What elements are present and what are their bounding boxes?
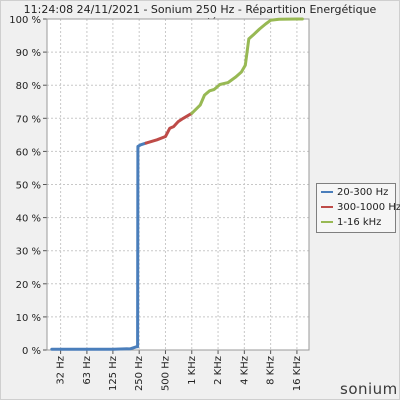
x-tick-label: 500 Hz (160, 356, 171, 391)
sonium-logo: sonium (340, 380, 398, 398)
y-tick-label: 80 % (16, 81, 41, 92)
x-tick-label: 1 KHz (187, 356, 198, 385)
chart-legend: 20-300 Hz 300-1000 Hz 1-16 kHz (316, 183, 400, 233)
x-tick-label: 63 Hz (82, 356, 93, 385)
x-tick-label: 2 KHz (213, 356, 224, 385)
legend-item-1: 20-300 Hz (321, 186, 388, 200)
legend-label-1: 20-300 Hz (337, 187, 389, 198)
y-tick-label: 90 % (16, 48, 41, 59)
y-tick-label: 0 % (22, 346, 41, 357)
x-tick-label: 250 Hz (134, 356, 145, 391)
y-tick-label: 70 % (16, 114, 41, 125)
legend-item-2: 300-1000 Hz (321, 201, 400, 215)
legend-swatch-3 (321, 221, 333, 223)
legend-item-3: 1-16 kHz (321, 216, 381, 230)
x-tick-label: 32 Hz (56, 356, 67, 385)
series-line-3 (190, 17, 304, 115)
legend-label-3: 1-16 kHz (337, 217, 382, 228)
y-tick-label: 20 % (16, 280, 41, 291)
legend-swatch-1 (321, 191, 333, 193)
legend-swatch-2 (321, 206, 333, 208)
y-tick-label: 60 % (16, 147, 41, 158)
legend-label-2: 300-1000 Hz (337, 202, 400, 213)
x-tick-label: 8 KHz (266, 356, 277, 385)
y-tick-label: 10 % (16, 313, 41, 324)
y-tick-label: 50 % (16, 181, 41, 192)
plot-area (47, 19, 309, 350)
series-line-2 (144, 111, 194, 145)
x-tick-label: 16 KHz (292, 356, 303, 391)
y-tick-label: 40 % (16, 214, 41, 225)
plot-border (46, 18, 310, 351)
x-tick-label: 4 KHz (239, 356, 250, 385)
y-tick-label: 30 % (16, 247, 41, 258)
x-tick-label: 125 Hz (108, 356, 119, 391)
series-line-1 (50, 141, 148, 351)
y-tick-label: 100 % (9, 15, 41, 26)
